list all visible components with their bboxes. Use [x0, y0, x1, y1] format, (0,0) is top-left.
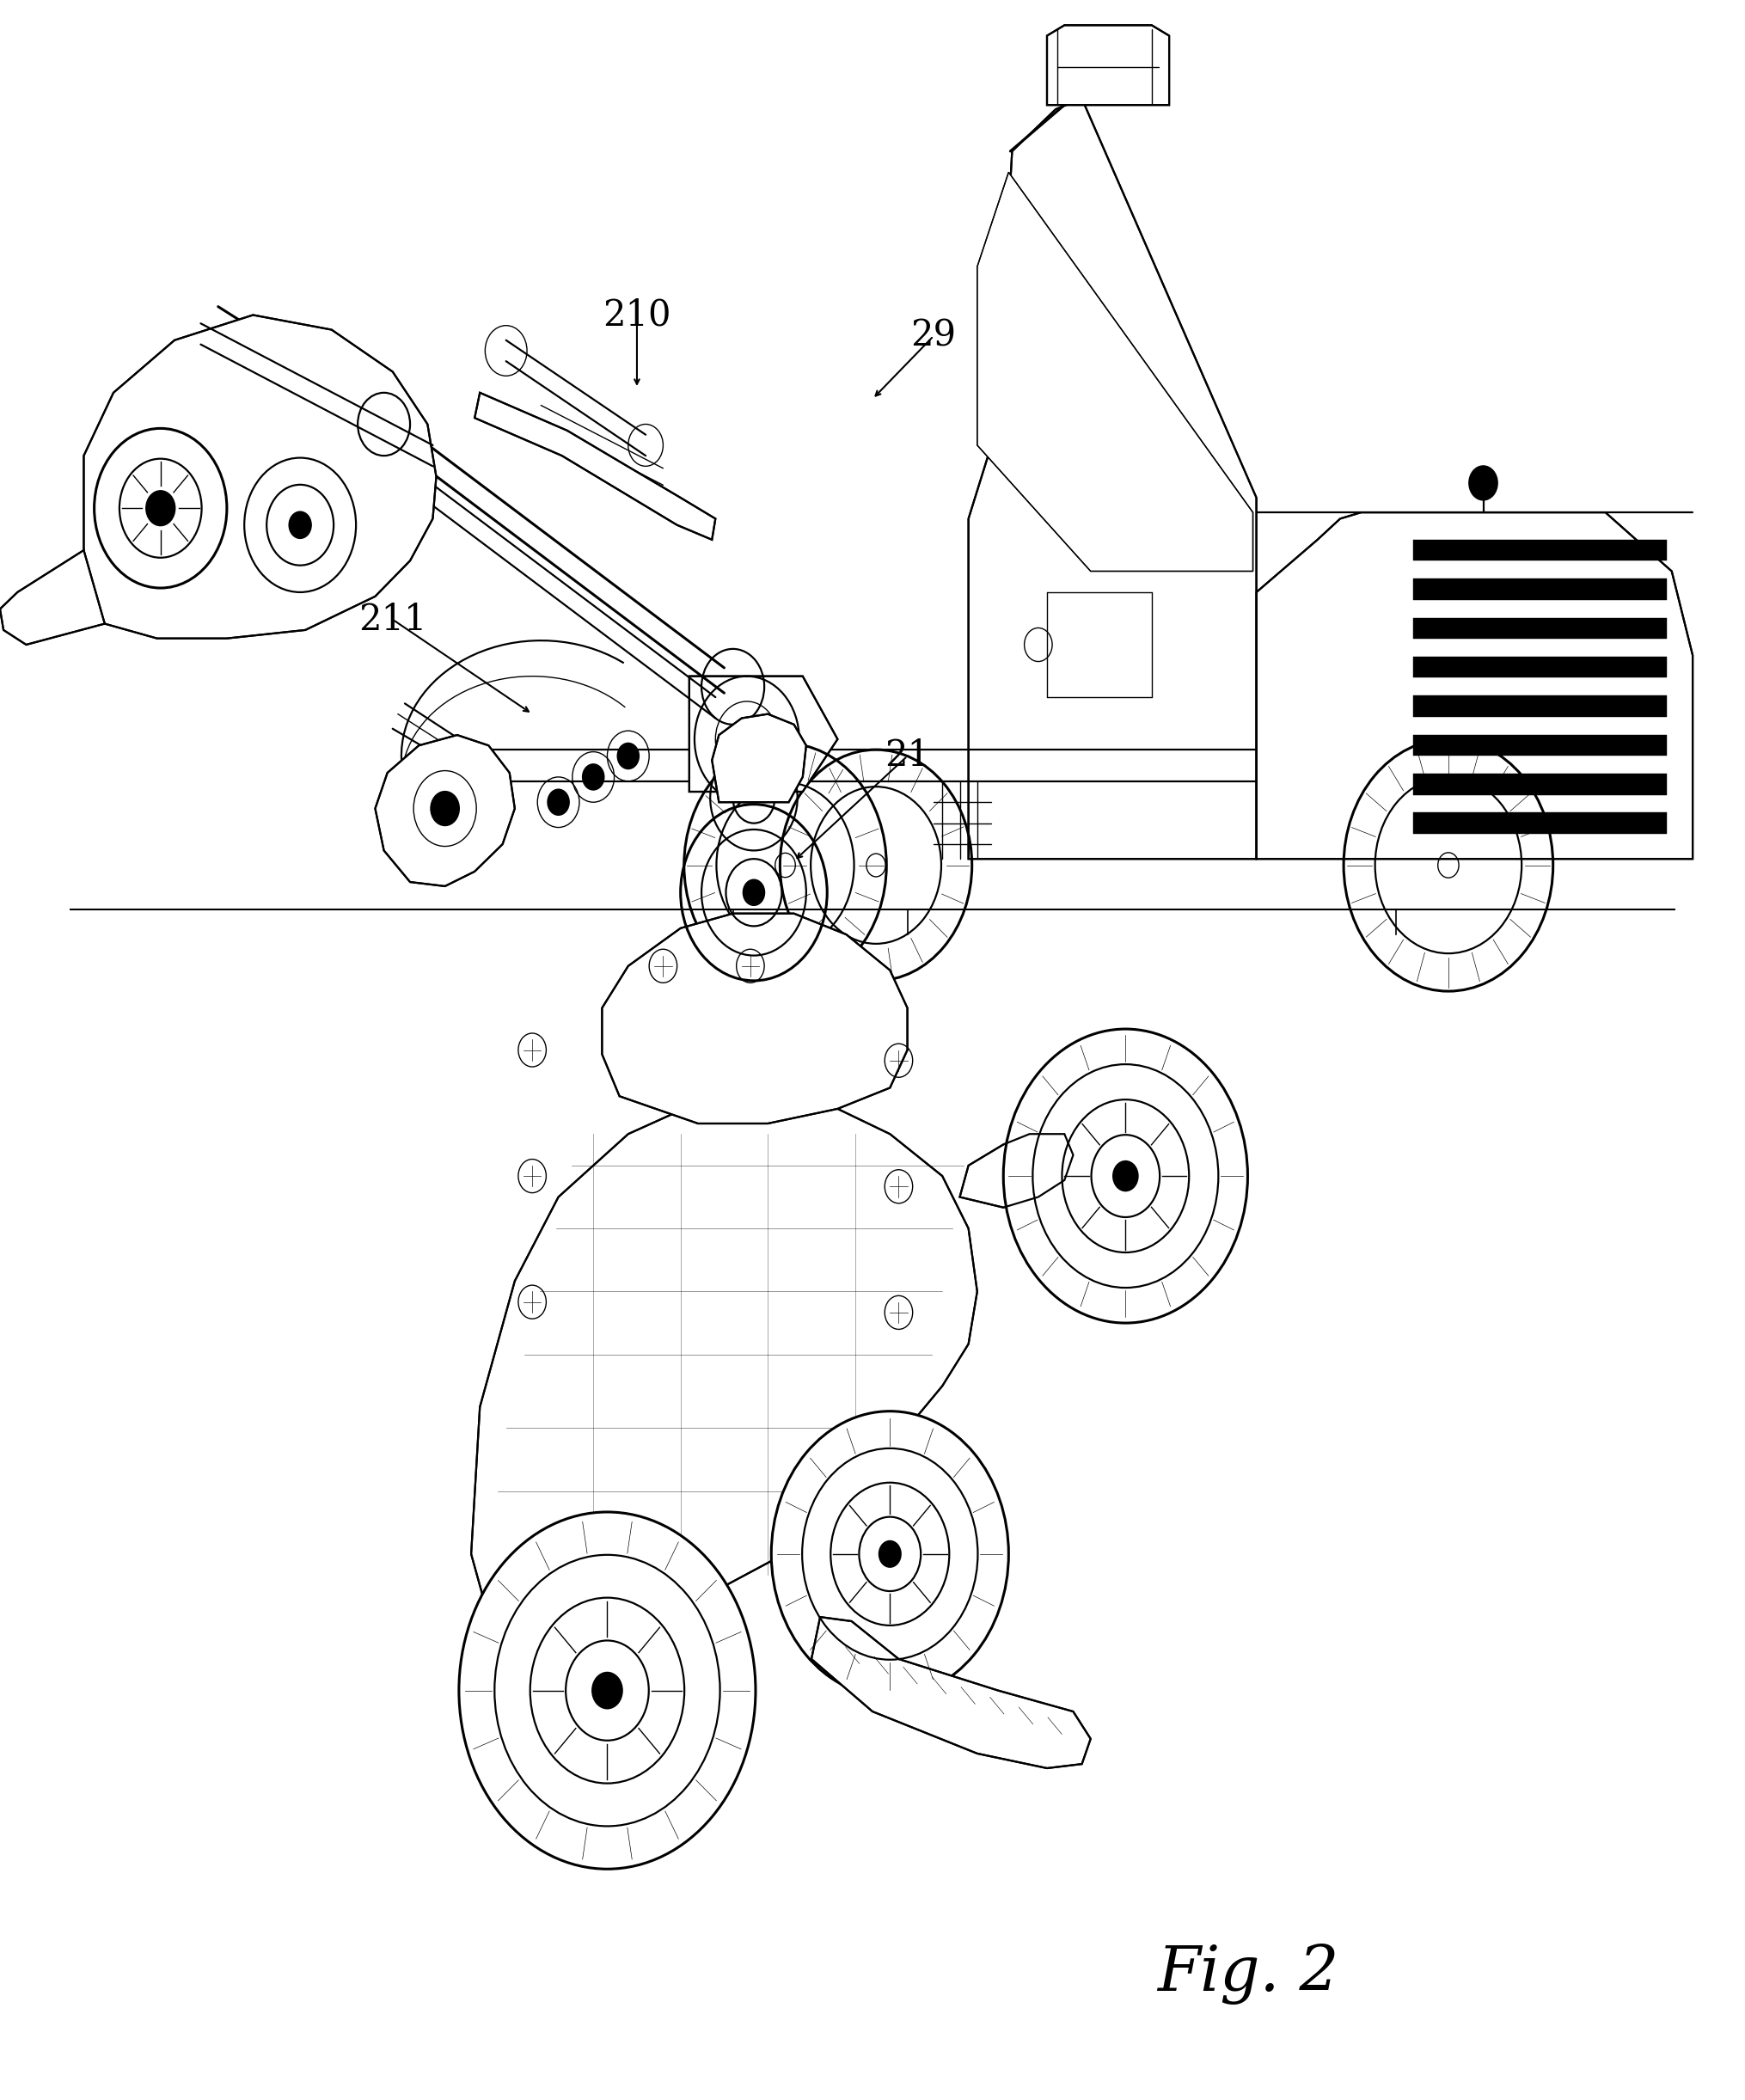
Text: Fig. 2: Fig. 2 [1157, 1942, 1338, 2006]
Polygon shape [1413, 773, 1666, 794]
Circle shape [1003, 1029, 1248, 1323]
Polygon shape [977, 172, 1253, 571]
Polygon shape [602, 913, 907, 1124]
Text: 211: 211 [358, 601, 428, 638]
Polygon shape [968, 99, 1256, 859]
Polygon shape [811, 1617, 1091, 1768]
Circle shape [879, 1541, 900, 1567]
Polygon shape [1413, 695, 1666, 716]
Text: 26: 26 [1277, 653, 1323, 691]
Text: 210: 210 [602, 296, 672, 334]
Circle shape [592, 1672, 621, 1709]
Polygon shape [1413, 813, 1666, 834]
Circle shape [1469, 466, 1497, 500]
Circle shape [290, 512, 311, 538]
Circle shape [618, 743, 639, 769]
Circle shape [1113, 1161, 1138, 1191]
Polygon shape [1256, 512, 1693, 859]
Text: 25: 25 [1304, 769, 1349, 806]
Text: Fig. 1: Fig. 1 [982, 504, 1164, 567]
Polygon shape [1413, 580, 1666, 601]
Circle shape [431, 792, 459, 825]
Polygon shape [689, 676, 838, 792]
Circle shape [771, 1411, 1009, 1697]
Circle shape [459, 1512, 756, 1869]
Polygon shape [84, 315, 436, 638]
Polygon shape [0, 550, 105, 645]
Polygon shape [475, 393, 715, 540]
Polygon shape [960, 1134, 1073, 1207]
Circle shape [548, 790, 569, 815]
Polygon shape [712, 714, 806, 802]
Polygon shape [1413, 617, 1666, 638]
Text: 21: 21 [885, 737, 930, 775]
Polygon shape [471, 1096, 977, 1655]
Circle shape [743, 880, 764, 905]
Circle shape [147, 491, 174, 525]
Polygon shape [1413, 735, 1666, 756]
Polygon shape [375, 735, 515, 886]
Polygon shape [1047, 25, 1169, 105]
Polygon shape [1413, 657, 1666, 678]
Polygon shape [1413, 540, 1666, 561]
Text: 29: 29 [911, 317, 956, 355]
Circle shape [583, 764, 604, 790]
